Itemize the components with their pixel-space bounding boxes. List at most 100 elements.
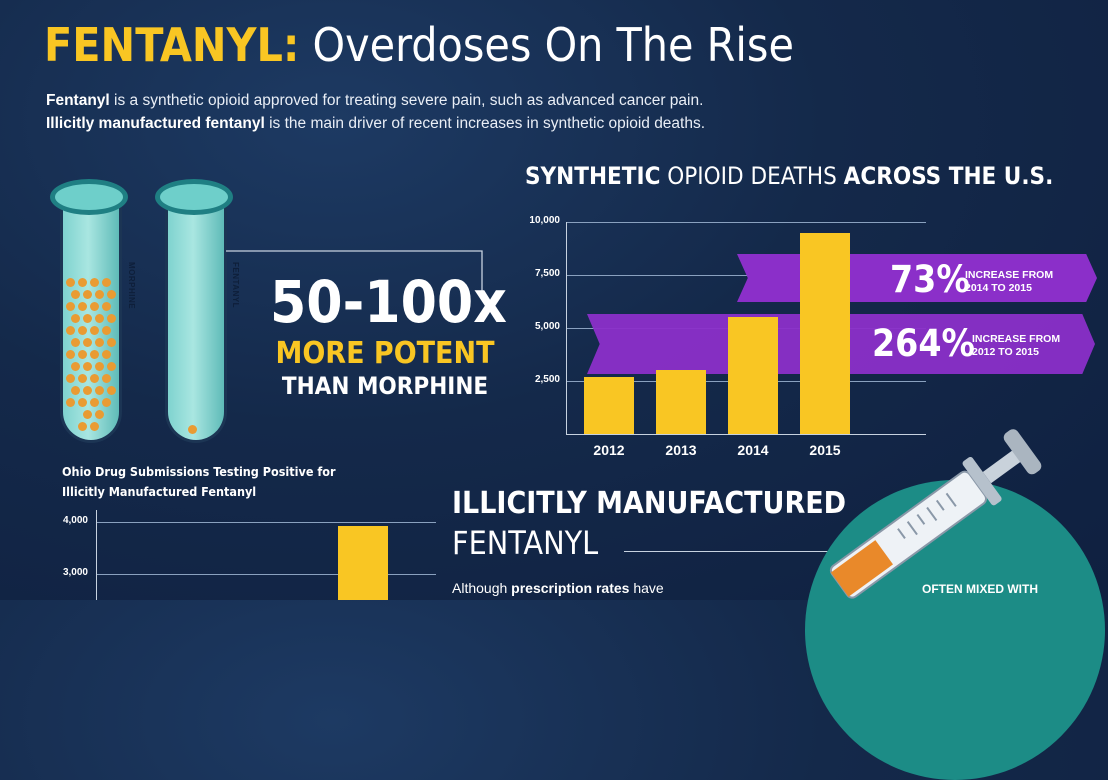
annotation-text-line-2: 2014 TO 2015 bbox=[965, 282, 1032, 294]
pill bbox=[95, 386, 104, 395]
circle-caption: OFTEN MIXED WITH bbox=[922, 582, 1038, 596]
pill bbox=[83, 314, 92, 323]
intro-line-1: Fentanyl is a synthetic opioid approved … bbox=[46, 92, 703, 110]
fentanyl-dose-dot bbox=[188, 425, 197, 434]
pill bbox=[71, 314, 80, 323]
y-tick-label: 3,000 bbox=[62, 567, 88, 578]
pill bbox=[102, 350, 111, 359]
intro-line-2: Illicitly manufactured fentanyl is the m… bbox=[46, 115, 705, 133]
y-tick-label: 5,000 bbox=[534, 321, 560, 332]
pill bbox=[78, 422, 87, 431]
annotation-text: INCREASE FROM 2012 TO 2015 bbox=[972, 333, 1060, 359]
potency-line-3: THAN MORPHINE bbox=[281, 372, 489, 400]
pill bbox=[83, 338, 92, 347]
x-tick-label: 2014 bbox=[737, 442, 769, 458]
pill bbox=[78, 302, 87, 311]
pill bbox=[83, 290, 92, 299]
pill bbox=[66, 302, 75, 311]
pill bbox=[78, 398, 87, 407]
imf-heading-1: ILLICITLY MANUFACTURED bbox=[452, 486, 847, 521]
pill bbox=[83, 362, 92, 371]
imf-divider bbox=[624, 551, 954, 552]
pill bbox=[66, 374, 75, 383]
morphine-label: MORPHINE bbox=[127, 262, 136, 310]
chart-title-part-2: OPIOID DEATHS bbox=[660, 162, 844, 190]
x-tick-label: 2015 bbox=[809, 442, 841, 458]
pill bbox=[66, 326, 75, 335]
pill bbox=[66, 278, 75, 287]
gridline bbox=[96, 574, 436, 575]
connector-line bbox=[226, 250, 483, 299]
pill bbox=[90, 302, 99, 311]
gridline bbox=[566, 275, 926, 276]
pill bbox=[78, 374, 87, 383]
annotation-text: INCREASE FROM 2014 TO 2015 bbox=[965, 269, 1053, 295]
imf-body-bold: prescription rates bbox=[511, 580, 630, 596]
pill bbox=[102, 398, 111, 407]
pill bbox=[95, 290, 104, 299]
pill bbox=[78, 326, 87, 335]
x-axis bbox=[566, 434, 926, 435]
intro-line-2-bold: Illicitly manufactured fentanyl bbox=[46, 115, 265, 132]
pill bbox=[107, 362, 116, 371]
pill bbox=[102, 374, 111, 383]
pill bbox=[71, 290, 80, 299]
title-highlight: FENTANYL: bbox=[44, 18, 300, 72]
pill bbox=[107, 338, 116, 347]
y-tick-label: 2,500 bbox=[534, 374, 560, 385]
pill bbox=[66, 350, 75, 359]
y-tick-label: 4,000 bbox=[62, 515, 88, 526]
imf-heading-2: FENTANYL bbox=[452, 524, 599, 562]
pill bbox=[90, 374, 99, 383]
pill bbox=[90, 422, 99, 431]
test-tubes-illustration bbox=[50, 175, 270, 445]
y-tick-label: 10,000 bbox=[529, 215, 560, 226]
pill bbox=[83, 410, 92, 419]
pill bbox=[71, 386, 80, 395]
bar bbox=[728, 317, 778, 434]
bar bbox=[584, 376, 634, 434]
gridline bbox=[566, 222, 926, 223]
fentanyl-tube bbox=[165, 195, 227, 443]
pill bbox=[107, 290, 116, 299]
pill bbox=[78, 278, 87, 287]
ohio-chart-title-2: Illicitly Manufactured Fentanyl bbox=[62, 484, 257, 499]
pill bbox=[90, 350, 99, 359]
page-title: FENTANYL: Overdoses On The Rise bbox=[44, 18, 794, 72]
pill bbox=[102, 278, 111, 287]
pill bbox=[95, 410, 104, 419]
annotation-text-line-1: INCREASE FROM bbox=[972, 333, 1061, 345]
pill bbox=[90, 326, 99, 335]
pill bbox=[66, 398, 75, 407]
imf-body-end: have bbox=[629, 580, 664, 596]
chart-title-part-1: SYNTHETIC bbox=[525, 162, 661, 190]
imf-body: Although prescription rates have bbox=[452, 580, 664, 596]
annotation-text-line-1: INCREASE FROM bbox=[965, 269, 1054, 281]
syringe-icon bbox=[829, 429, 1042, 599]
y-axis bbox=[96, 510, 97, 600]
chart-title-part-3: ACROSS THE U.S. bbox=[843, 162, 1054, 190]
pill-cluster bbox=[60, 270, 120, 440]
bar bbox=[338, 526, 388, 600]
pill bbox=[83, 386, 92, 395]
intro-line-2-rest: is the main driver of recent increases i… bbox=[264, 115, 706, 132]
fentanyl-tube-rim bbox=[155, 179, 233, 215]
chart-title: SYNTHETIC OPIOID DEATHS ACROSS THE U.S. bbox=[525, 162, 1053, 190]
synthetic-deaths-chart: 2,500 5,000 7,500 10,000 2012 2013 2014 2015 73%… bbox=[512, 212, 1102, 462]
x-tick-label: 2012 bbox=[593, 442, 625, 458]
annotation-text-line-2: 2012 TO 2015 bbox=[972, 346, 1039, 358]
pill bbox=[102, 326, 111, 335]
y-tick-label: 7,500 bbox=[534, 268, 560, 279]
ohio-chart-title-1: Ohio Drug Submissions Testing Positive f… bbox=[62, 464, 336, 479]
pill bbox=[71, 362, 80, 371]
bar bbox=[800, 232, 850, 434]
pill bbox=[71, 338, 80, 347]
annotation-value: 264% bbox=[872, 322, 975, 365]
ohio-chart: 3,000 4,000 bbox=[40, 510, 440, 600]
pill bbox=[107, 314, 116, 323]
annotation-ribbon-1 bbox=[737, 254, 1097, 302]
intro-line-1-bold: Fentanyl bbox=[46, 92, 110, 109]
imf-body-start: Although bbox=[452, 580, 512, 596]
pill bbox=[90, 278, 99, 287]
potency-line-2: MORE POTENT bbox=[275, 336, 495, 371]
